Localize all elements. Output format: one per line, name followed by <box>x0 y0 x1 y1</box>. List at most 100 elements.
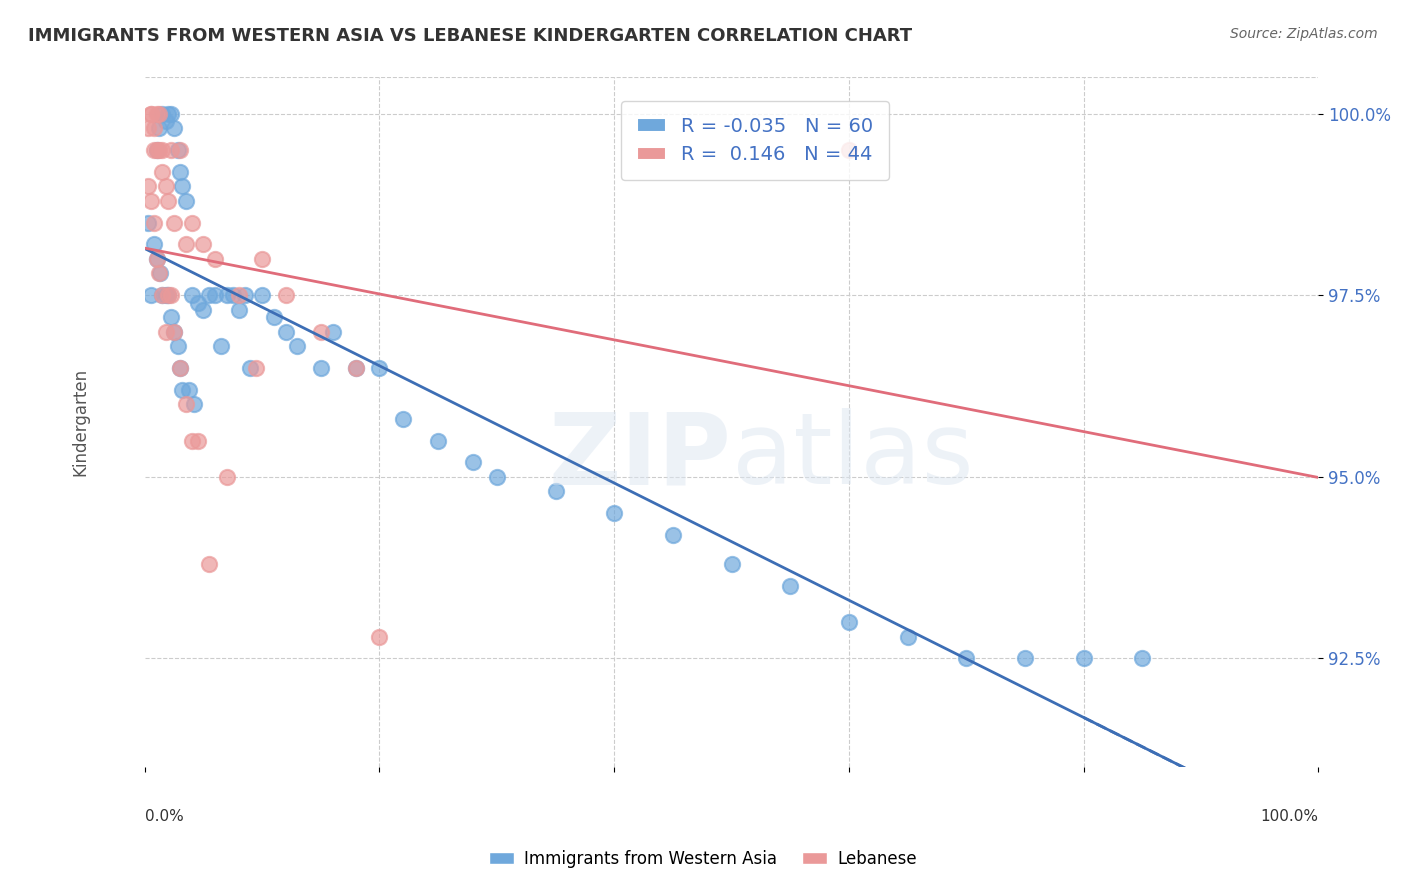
Point <box>838 615 860 629</box>
Text: IMMIGRANTS FROM WESTERN ASIA VS LEBANESE KINDERGARTEN CORRELATION CHART: IMMIGRANTS FROM WESTERN ASIA VS LEBANESE… <box>28 27 912 45</box>
Point <box>152 143 174 157</box>
Point <box>157 288 180 302</box>
Point <box>239 360 262 375</box>
Point <box>193 302 215 317</box>
Point <box>152 165 174 179</box>
Point <box>152 288 174 302</box>
Point <box>215 288 238 302</box>
Point <box>463 455 485 469</box>
Point <box>159 288 181 302</box>
Point <box>263 310 285 324</box>
Point <box>136 121 159 136</box>
Point <box>169 360 191 375</box>
Point <box>720 557 742 571</box>
Point <box>148 267 170 281</box>
Point <box>155 179 177 194</box>
Point <box>139 107 162 121</box>
Point <box>145 143 167 157</box>
Point <box>159 107 181 121</box>
Point <box>544 484 567 499</box>
Point <box>180 434 202 448</box>
Point <box>155 114 177 128</box>
Point <box>159 143 181 157</box>
Point <box>139 288 162 302</box>
Point <box>163 216 186 230</box>
Point <box>143 216 166 230</box>
Point <box>143 143 166 157</box>
Point <box>603 506 626 520</box>
Point <box>166 339 188 353</box>
Point <box>228 302 250 317</box>
Point <box>204 252 226 266</box>
Point <box>139 107 162 121</box>
Point <box>662 528 685 542</box>
Point <box>187 295 209 310</box>
Point <box>163 325 186 339</box>
Point <box>344 360 367 375</box>
Point <box>145 252 167 266</box>
Text: Source: ZipAtlas.com: Source: ZipAtlas.com <box>1230 27 1378 41</box>
Point <box>174 397 197 411</box>
Point <box>779 579 801 593</box>
Point <box>148 121 170 136</box>
Point <box>148 107 170 121</box>
Point <box>148 143 170 157</box>
Point <box>180 288 202 302</box>
Point <box>174 237 197 252</box>
Point <box>309 325 332 339</box>
Point <box>250 252 273 266</box>
Point <box>285 339 308 353</box>
Point <box>152 288 174 302</box>
Point <box>274 325 297 339</box>
Point <box>169 360 191 375</box>
Text: 100.0%: 100.0% <box>1260 809 1319 823</box>
Point <box>274 288 297 302</box>
Point <box>1130 651 1153 665</box>
Point <box>163 121 186 136</box>
Point <box>145 252 167 266</box>
Point <box>838 143 860 157</box>
Point <box>172 383 194 397</box>
Point <box>322 325 344 339</box>
Point <box>163 325 186 339</box>
Point <box>1073 651 1095 665</box>
Text: ZIP: ZIP <box>548 409 731 506</box>
Point <box>1014 651 1036 665</box>
Point <box>392 411 415 425</box>
Point <box>215 470 238 484</box>
Legend: R = -0.035   N = 60, R =  0.146   N = 44: R = -0.035 N = 60, R = 0.146 N = 44 <box>621 101 889 180</box>
Point <box>143 121 166 136</box>
Point <box>427 434 450 448</box>
Point <box>228 288 250 302</box>
Point <box>368 630 391 644</box>
Point <box>179 383 201 397</box>
Point <box>157 194 180 208</box>
Point <box>955 651 977 665</box>
Point <box>172 179 194 194</box>
Point <box>485 470 508 484</box>
Point <box>169 165 191 179</box>
Point <box>198 557 221 571</box>
Point <box>174 194 197 208</box>
Point <box>145 143 167 157</box>
Point <box>309 360 332 375</box>
Point <box>139 194 162 208</box>
Point <box>155 288 177 302</box>
Point <box>204 288 226 302</box>
Point <box>368 360 391 375</box>
Point <box>136 216 159 230</box>
Point <box>344 360 367 375</box>
Text: 0.0%: 0.0% <box>145 809 184 823</box>
Point <box>143 237 166 252</box>
Point <box>245 360 267 375</box>
Point <box>157 107 180 121</box>
Point <box>896 630 918 644</box>
Point <box>157 288 180 302</box>
Point <box>250 288 273 302</box>
Point <box>166 143 188 157</box>
Point <box>180 216 202 230</box>
Point <box>169 143 191 157</box>
Point <box>149 267 172 281</box>
Point <box>183 397 205 411</box>
Legend: Immigrants from Western Asia, Lebanese: Immigrants from Western Asia, Lebanese <box>482 844 924 875</box>
